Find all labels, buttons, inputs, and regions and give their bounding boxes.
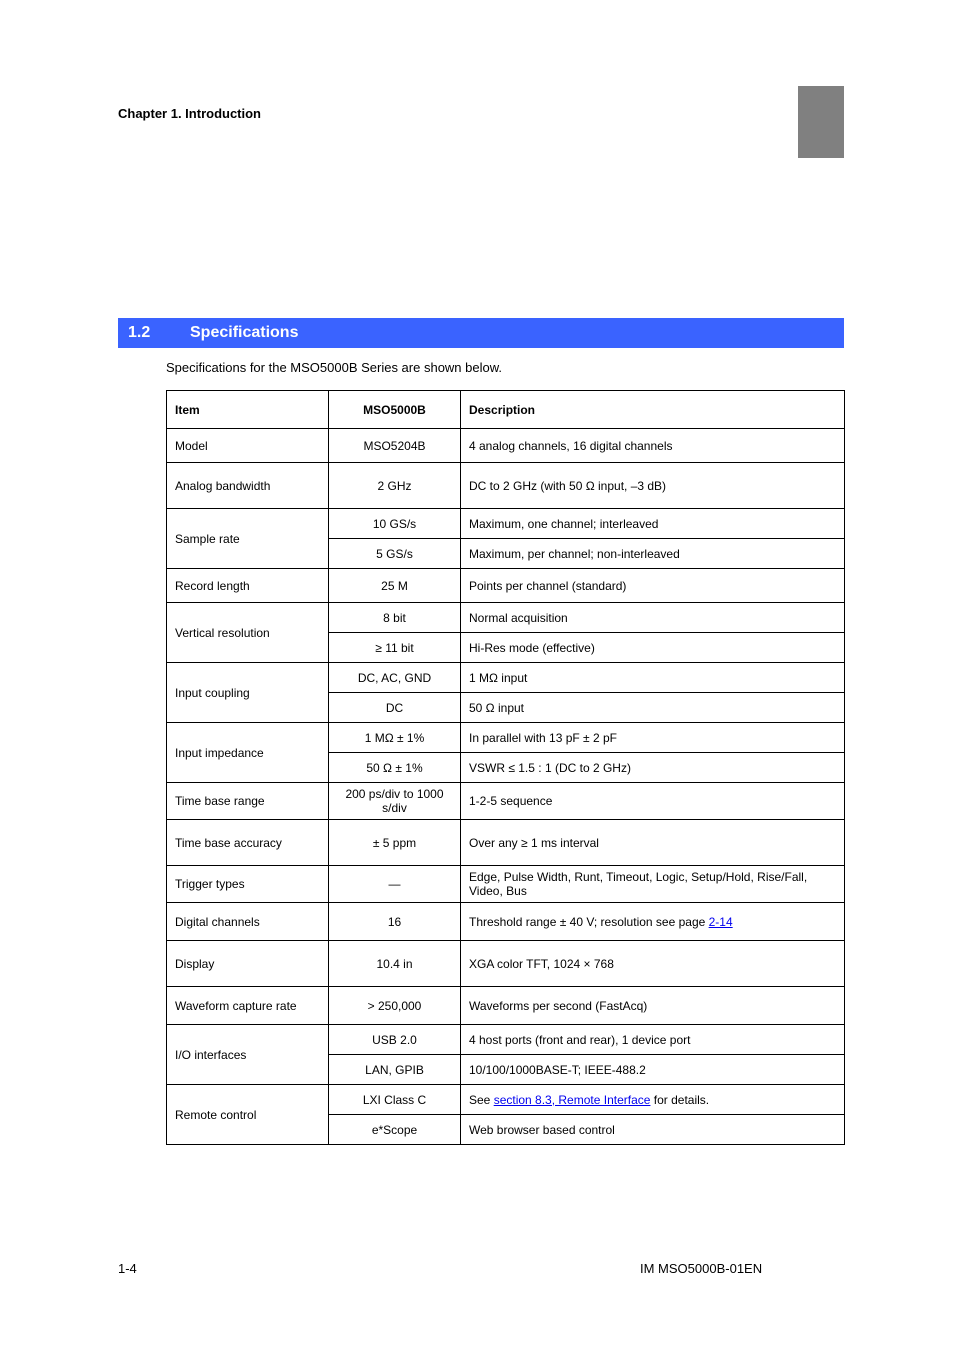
spec-value-cell: 1 MΩ ± 1% [329, 723, 461, 753]
spec-item-cell: Remote control [167, 1085, 329, 1145]
spec-desc-cell: See section 8.3, Remote Interface for de… [461, 1085, 845, 1115]
spec-desc-cell: 10/100/1000BASE-T; IEEE-488.2 [461, 1055, 845, 1085]
spec-value-cell: ± 5 ppm [329, 820, 461, 866]
spec-desc-cell: Waveforms per second (FastAcq) [461, 987, 845, 1025]
cross-ref-link[interactable]: section 8.3, Remote Interface [494, 1093, 651, 1107]
spec-value-cell: 8 bit [329, 603, 461, 633]
spec-value-cell: 200 ps/div to 1000 s/div [329, 783, 461, 820]
footer-doc-id: IM MSO5000B-01EN [640, 1261, 762, 1276]
spec-value-cell: ≥ 11 bit [329, 633, 461, 663]
table-row: ItemMSO5000BDescription [167, 391, 845, 429]
spec-desc-cell: 4 host ports (front and rear), 1 device … [461, 1025, 845, 1055]
spec-value-cell: 50 Ω ± 1% [329, 753, 461, 783]
spec-item-cell: Record length [167, 569, 329, 603]
table-row: Time base range200 ps/div to 1000 s/div1… [167, 783, 845, 820]
spec-value-cell: USB 2.0 [329, 1025, 461, 1055]
table-row: Analog bandwidth2 GHzDC to 2 GHz (with 5… [167, 463, 845, 509]
spec-desc-cell: Maximum, one channel; interleaved [461, 509, 845, 539]
spec-value-cell: LXI Class C [329, 1085, 461, 1115]
table-row: Remote controlLXI Class CSee section 8.3… [167, 1085, 845, 1115]
spec-desc-cell: In parallel with 13 pF ± 2 pF [461, 723, 845, 753]
spec-desc-cell: Points per channel (standard) [461, 569, 845, 603]
spec-value-cell: LAN, GPIB [329, 1055, 461, 1085]
spec-desc-cell: Threshold range ± 40 V; resolution see p… [461, 903, 845, 941]
spec-value-cell: MSO5000B [329, 391, 461, 429]
spec-desc-cell: Web browser based control [461, 1115, 845, 1145]
spec-desc-cell: XGA color TFT, 1024 × 768 [461, 941, 845, 987]
spec-item-cell: I/O interfaces [167, 1025, 329, 1085]
spec-value-cell: DC [329, 693, 461, 723]
spec-value-cell: 2 GHz [329, 463, 461, 509]
spec-item-cell: Item [167, 391, 329, 429]
spec-value-cell: 16 [329, 903, 461, 941]
table-row: Waveform capture rate> 250,000Waveforms … [167, 987, 845, 1025]
spec-item-cell: Display [167, 941, 329, 987]
spec-item-cell: Digital channels [167, 903, 329, 941]
spec-desc-cell: DC to 2 GHz (with 50 Ω input, –3 dB) [461, 463, 845, 509]
spec-value-cell: 5 GS/s [329, 539, 461, 569]
spec-value-cell: e*Scope [329, 1115, 461, 1145]
spec-desc-cell: Description [461, 391, 845, 429]
spec-item-cell: Trigger types [167, 866, 329, 903]
table-row: Input impedance1 MΩ ± 1%In parallel with… [167, 723, 845, 753]
table-row: Time base accuracy± 5 ppmOver any ≥ 1 ms… [167, 820, 845, 866]
spec-value-cell: DC, AC, GND [329, 663, 461, 693]
section-title: Specifications [190, 324, 298, 342]
spec-value-cell: > 250,000 [329, 987, 461, 1025]
chapter-side-tab [798, 86, 844, 158]
spec-desc-cell: 1-2-5 sequence [461, 783, 845, 820]
spec-item-cell: Time base accuracy [167, 820, 329, 866]
spec-value-cell: 10 GS/s [329, 509, 461, 539]
spec-desc-cell: Edge, Pulse Width, Runt, Timeout, Logic,… [461, 866, 845, 903]
spec-desc-cell: Normal acquisition [461, 603, 845, 633]
section-number: 1.2 [128, 324, 150, 342]
spec-item-cell: Vertical resolution [167, 603, 329, 663]
spec-desc-cell: Over any ≥ 1 ms interval [461, 820, 845, 866]
spec-desc-cell: 50 Ω input [461, 693, 845, 723]
spec-desc-cell: Hi-Res mode (effective) [461, 633, 845, 663]
cross-ref-link[interactable]: 2-14 [709, 915, 733, 929]
section-intro-text: Specifications for the MSO5000B Series a… [166, 360, 502, 375]
table-row: Trigger types—Edge, Pulse Width, Runt, T… [167, 866, 845, 903]
table-row: Digital channels16Threshold range ± 40 V… [167, 903, 845, 941]
spec-item-cell: Input impedance [167, 723, 329, 783]
spec-item-cell: Model [167, 429, 329, 463]
table-row: ModelMSO5204B4 analog channels, 16 digit… [167, 429, 845, 463]
spec-item-cell: Input coupling [167, 663, 329, 723]
table-row: Vertical resolution8 bitNormal acquisiti… [167, 603, 845, 633]
spec-item-cell: Waveform capture rate [167, 987, 329, 1025]
spec-item-cell: Analog bandwidth [167, 463, 329, 509]
chapter-heading: Chapter 1. Introduction [118, 106, 261, 121]
spec-item-cell: Sample rate [167, 509, 329, 569]
spec-desc-cell: 1 MΩ input [461, 663, 845, 693]
table-row: Input couplingDC, AC, GND1 MΩ input [167, 663, 845, 693]
spec-desc-cell: VSWR ≤ 1.5 : 1 (DC to 2 GHz) [461, 753, 845, 783]
spec-value-cell: MSO5204B [329, 429, 461, 463]
section-bar: 1.2 Specifications [118, 318, 844, 348]
spec-desc-cell: 4 analog channels, 16 digital channels [461, 429, 845, 463]
spec-item-cell: Time base range [167, 783, 329, 820]
spec-value-cell: 25 M [329, 569, 461, 603]
spec-table: ItemMSO5000BDescriptionModelMSO5204B4 an… [166, 390, 845, 1145]
spec-tbody: ItemMSO5000BDescriptionModelMSO5204B4 an… [167, 391, 845, 1145]
table-row: Display10.4 inXGA color TFT, 1024 × 768 [167, 941, 845, 987]
table-row: I/O interfacesUSB 2.04 host ports (front… [167, 1025, 845, 1055]
table-row: Sample rate10 GS/sMaximum, one channel; … [167, 509, 845, 539]
table-row: Record length25 MPoints per channel (sta… [167, 569, 845, 603]
footer-page-number: 1-4 [118, 1261, 137, 1276]
spec-value-cell: 10.4 in [329, 941, 461, 987]
spec-desc-cell: Maximum, per channel; non-interleaved [461, 539, 845, 569]
spec-value-cell: — [329, 866, 461, 903]
